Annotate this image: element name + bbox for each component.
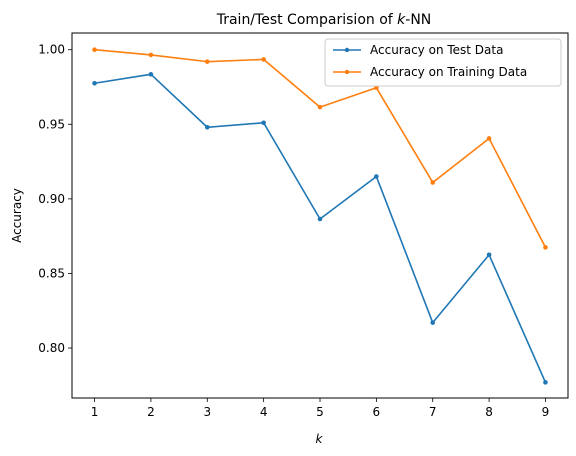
series-point-test-k5 bbox=[317, 216, 323, 222]
x-tick-label-5: 5 bbox=[316, 405, 324, 419]
x-axis: 1 2 3 4 5 6 7 8 9 bbox=[91, 398, 550, 419]
series-point-test-k7 bbox=[430, 320, 436, 325]
series-point-training-k8 bbox=[486, 136, 492, 141]
y-tick-label-0.95: 0.95 bbox=[38, 117, 65, 131]
axes-frame bbox=[71, 32, 569, 399]
series-point-test-k1 bbox=[92, 80, 97, 86]
x-axis-label: k bbox=[316, 432, 324, 446]
x-tick-label-4: 4 bbox=[260, 405, 268, 419]
y-axis: 0.80 0.85 0.90 0.95 1.00 bbox=[38, 43, 72, 355]
series-point-training-k7 bbox=[430, 180, 436, 185]
legend-entry-test: Accuracy on Test Data bbox=[333, 43, 503, 57]
series-point-training-k3 bbox=[204, 59, 210, 64]
series-point-test-k6 bbox=[374, 174, 379, 179]
series-point-test-k4 bbox=[261, 120, 266, 126]
legend-box bbox=[324, 38, 562, 87]
series-point-training-k2 bbox=[148, 52, 154, 58]
legend-marker-training bbox=[344, 69, 350, 75]
series-point-test-k3 bbox=[204, 124, 210, 130]
legend-marker-test bbox=[344, 47, 350, 53]
y-tick-label-1.00: 1.00 bbox=[38, 43, 65, 57]
x-tick-label-2: 2 bbox=[147, 405, 155, 419]
y-axis-label: Accuracy bbox=[10, 188, 24, 243]
x-tick-label-9: 9 bbox=[542, 405, 550, 419]
legend-label-training: Accuracy on Training Data bbox=[370, 65, 527, 79]
chart-title: Train/Test Comparision of k-NN bbox=[216, 12, 432, 28]
series-line-test bbox=[94, 73, 547, 383]
y-tick-label-0.80: 0.80 bbox=[38, 341, 65, 355]
legend: Accuracy on Test Data Accuracy on Traini… bbox=[324, 38, 562, 87]
series-point-training-k6 bbox=[374, 85, 379, 91]
x-tick-label-1: 1 bbox=[91, 405, 99, 419]
series-point-test-k2 bbox=[148, 72, 154, 77]
y-tick-label-0.90: 0.90 bbox=[38, 192, 65, 206]
legend-label-test: Accuracy on Test Data bbox=[370, 43, 503, 57]
series-point-training-k1 bbox=[92, 47, 97, 53]
x-tick-label-3: 3 bbox=[203, 405, 211, 419]
series-point-training-k9 bbox=[543, 245, 548, 250]
plot-area bbox=[92, 47, 548, 385]
series-point-test-k8 bbox=[486, 252, 492, 258]
x-tick-label-8: 8 bbox=[485, 405, 493, 419]
legend-entry-training: Accuracy on Training Data bbox=[333, 65, 527, 79]
series-point-training-k4 bbox=[261, 57, 266, 62]
y-tick-label-0.85: 0.85 bbox=[38, 266, 65, 280]
x-tick-label-7: 7 bbox=[429, 405, 437, 419]
series-point-training-k5 bbox=[317, 104, 323, 110]
series-point-test-k9 bbox=[543, 380, 548, 385]
x-tick-label-6: 6 bbox=[373, 405, 381, 419]
